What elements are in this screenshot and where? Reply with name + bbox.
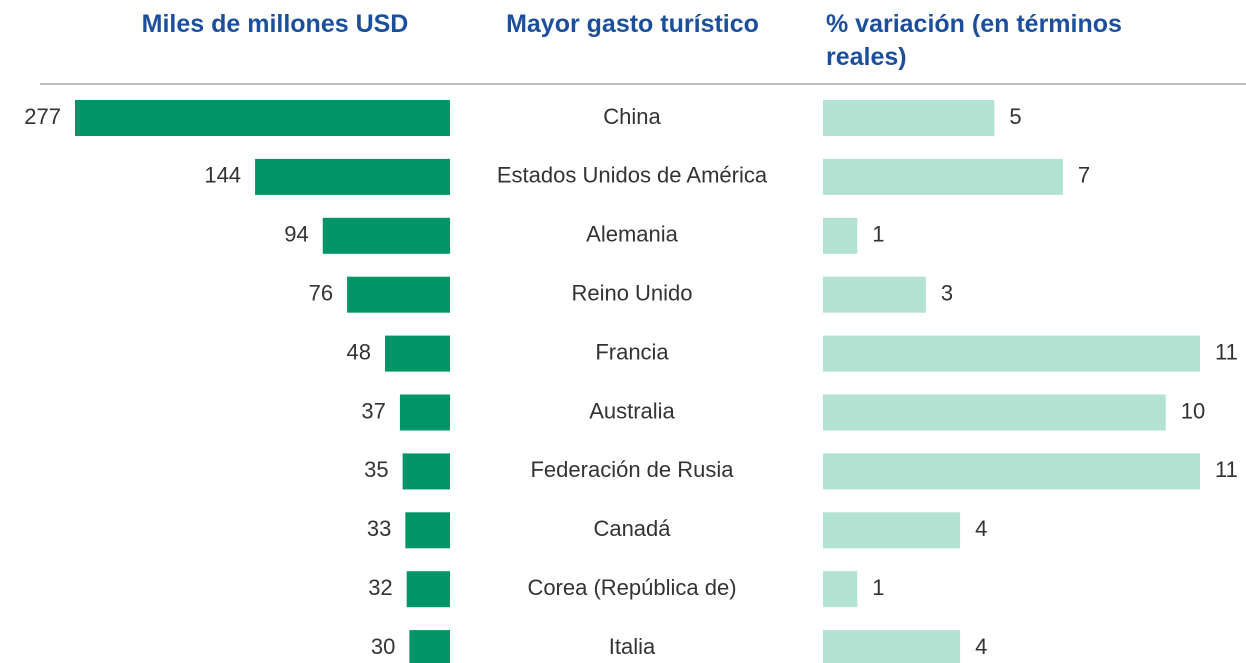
right-bar — [823, 394, 1166, 431]
left-value-label: 37 — [361, 398, 385, 423]
right-bar — [823, 453, 1200, 490]
right-bar — [823, 512, 961, 549]
right-bar — [823, 335, 1200, 372]
right-value-label: 3 — [941, 281, 953, 306]
right-bar — [823, 276, 926, 313]
right-bar — [823, 217, 858, 254]
left-value-label: 48 — [347, 339, 371, 364]
right-bar — [823, 630, 961, 663]
right-bar — [823, 571, 858, 608]
right-bar — [823, 100, 995, 136]
left-header: Miles de millones USD — [141, 10, 409, 38]
right-value-label: 11 — [1215, 457, 1238, 482]
category-label: Francia — [595, 339, 669, 364]
left-bar — [322, 217, 450, 254]
right-value-label: 1 — [872, 222, 884, 247]
category-label: Alemania — [586, 222, 678, 247]
right-value-label: 7 — [1078, 163, 1090, 188]
left-value-label: 277 — [24, 104, 61, 129]
right-value-label: 5 — [1009, 104, 1021, 129]
left-bar — [385, 335, 450, 372]
category-label: Estados Unidos de América — [497, 163, 768, 188]
left-value-label: 30 — [371, 634, 395, 659]
left-bar — [402, 453, 450, 490]
left-value-label: 144 — [204, 163, 241, 188]
left-value-label: 33 — [367, 516, 391, 541]
category-label: Australia — [589, 398, 675, 423]
left-value-label: 76 — [309, 281, 333, 306]
category-label: Italia — [609, 634, 656, 659]
left-value-label: 94 — [284, 222, 308, 247]
right-value-label: 11 — [1215, 339, 1238, 364]
right-value-label: 10 — [1181, 398, 1205, 423]
right-value-label: 1 — [872, 575, 884, 600]
left-bar — [75, 100, 450, 136]
right-bar — [823, 158, 1063, 195]
category-label: Reino Unido — [571, 281, 692, 306]
left-bar — [399, 394, 450, 431]
right-value-label: 4 — [975, 516, 987, 541]
category-label: Canadá — [593, 516, 671, 541]
category-header: Mayor gasto turístico — [506, 10, 759, 38]
right-header: % variación (en términos reales) — [826, 10, 1122, 71]
left-bar — [347, 276, 450, 313]
left-value-label: 35 — [364, 457, 388, 482]
left-bar — [255, 158, 450, 195]
left-bar — [409, 630, 450, 663]
left-value-label: 32 — [368, 575, 392, 600]
category-label: Federación de Rusia — [530, 457, 734, 482]
category-label: China — [603, 104, 661, 129]
category-label: Corea (República de) — [527, 575, 736, 600]
left-bar — [405, 512, 450, 549]
right-value-label: 4 — [975, 634, 987, 659]
left-bar — [406, 571, 450, 608]
